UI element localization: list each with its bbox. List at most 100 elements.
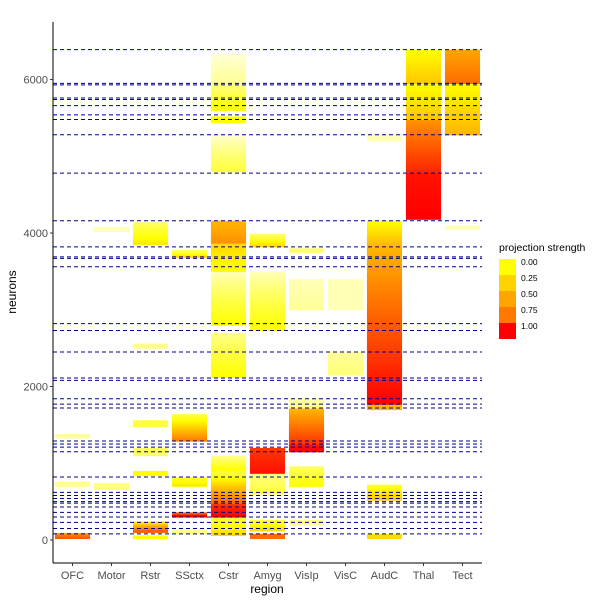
heatmap-cell — [210, 87, 247, 91]
heatmap-cell — [249, 453, 286, 457]
heatmap-block-audc — [366, 404, 403, 411]
heatmap-cell — [366, 271, 403, 274]
heatmap-cell — [249, 528, 286, 532]
x-tick-label-tect: Tect — [452, 570, 472, 582]
heatmap-cell — [249, 467, 286, 470]
heatmap-cell — [366, 400, 403, 403]
heatmap-cell — [366, 363, 403, 367]
heatmap-cell — [288, 295, 325, 299]
heatmap-cell — [288, 289, 325, 292]
heatmap-cell — [366, 407, 403, 411]
heatmap-cell — [366, 371, 403, 375]
heatmap-cell — [405, 175, 442, 178]
heatmap-cell — [210, 301, 247, 304]
heatmap-cell — [366, 285, 403, 288]
heatmap-cell — [366, 238, 403, 242]
heatmap-cell — [171, 420, 208, 423]
heatmap-cell — [405, 211, 442, 214]
heatmap-cell — [210, 348, 247, 352]
heatmap-cell — [249, 520, 286, 523]
heatmap-cell — [444, 115, 481, 118]
heatmap-cell — [366, 327, 403, 331]
heatmap-cell — [366, 287, 403, 290]
heatmap-block-visip — [288, 520, 325, 526]
heatmap-cell — [366, 359, 403, 363]
heatmap-cell — [288, 404, 325, 407]
heatmap-cell — [210, 469, 247, 472]
heatmap-cell — [210, 467, 247, 470]
heatmap-cell — [210, 155, 247, 159]
heatmap-cell — [405, 139, 442, 142]
heatmap-cell — [249, 457, 286, 461]
heatmap-cell — [288, 418, 325, 421]
heatmap-cell — [327, 289, 364, 292]
heatmap-block-cstr — [210, 455, 247, 472]
heatmap-cell — [405, 217, 442, 220]
heatmap-cell — [288, 480, 325, 483]
heatmap-cell — [288, 287, 325, 290]
heatmap-cell — [327, 283, 364, 286]
heatmap-cell — [405, 99, 442, 103]
heatmap-cell — [405, 157, 442, 160]
heatmap-cell — [405, 205, 442, 208]
heatmap-cell — [210, 355, 247, 358]
heatmap-cell — [288, 405, 325, 409]
heatmap-cell — [210, 120, 247, 124]
heatmap-cell — [210, 247, 247, 250]
heatmap-cell — [210, 505, 247, 508]
heatmap-cell — [288, 305, 325, 309]
heatmap-cell — [444, 103, 481, 106]
heatmap-cell — [444, 128, 481, 132]
heatmap-cell — [249, 310, 286, 314]
heatmap-cell — [132, 224, 169, 227]
heatmap-cell — [249, 304, 286, 308]
heatmap-cell — [210, 321, 247, 324]
heatmap-cell — [366, 135, 403, 138]
heatmap-cell — [405, 209, 442, 212]
heatmap-block-rstr — [132, 470, 169, 477]
heatmap-cell — [210, 251, 247, 254]
heatmap-cell — [444, 117, 481, 120]
heatmap-cell — [210, 58, 247, 62]
heatmap-cell — [210, 465, 247, 468]
y-tick-label: 4000 — [24, 228, 48, 240]
heatmap-cell — [405, 145, 442, 148]
heatmap-cell — [210, 369, 247, 372]
heatmap-cell — [288, 293, 325, 297]
heatmap-cell — [405, 173, 442, 176]
heatmap-cell — [210, 346, 247, 350]
legend-key — [499, 259, 516, 275]
heatmap-cell — [210, 228, 247, 232]
heatmap-cell — [171, 478, 208, 482]
heatmap-cell — [366, 244, 403, 248]
heatmap-cell — [210, 319, 247, 322]
heatmap-cell — [405, 171, 442, 174]
heatmap-cell — [210, 507, 247, 510]
heatmap-cell — [366, 260, 403, 264]
heatmap-cell — [366, 291, 403, 294]
heatmap-cell — [288, 520, 325, 523]
legend-key — [499, 275, 516, 291]
heatmap-block-rstr — [132, 222, 169, 246]
heatmap-cell — [249, 295, 286, 298]
x-tick-label-visip: VisIp — [294, 570, 318, 582]
heatmap-cell — [405, 155, 442, 158]
heatmap-cell — [444, 51, 481, 55]
heatmap-block-audc — [366, 323, 403, 405]
heatmap-cell — [288, 476, 325, 479]
heatmap-cell — [210, 91, 247, 95]
heatmap-cell — [405, 165, 442, 168]
heatmap-cell — [210, 243, 247, 246]
heatmap-cell — [405, 125, 442, 129]
heatmap-cell — [366, 234, 403, 238]
heatmap-block-audc — [366, 220, 403, 248]
heatmap-cell — [171, 428, 208, 432]
heatmap-block-cstr — [210, 332, 247, 378]
heatmap-cell — [405, 113, 442, 117]
heatmap-cell — [405, 135, 442, 138]
heatmap-cell — [327, 357, 364, 361]
heatmap-cell — [444, 109, 481, 112]
heatmap-cell — [210, 317, 247, 320]
heatmap-cell — [249, 277, 286, 280]
heatmap-cell — [249, 302, 286, 306]
